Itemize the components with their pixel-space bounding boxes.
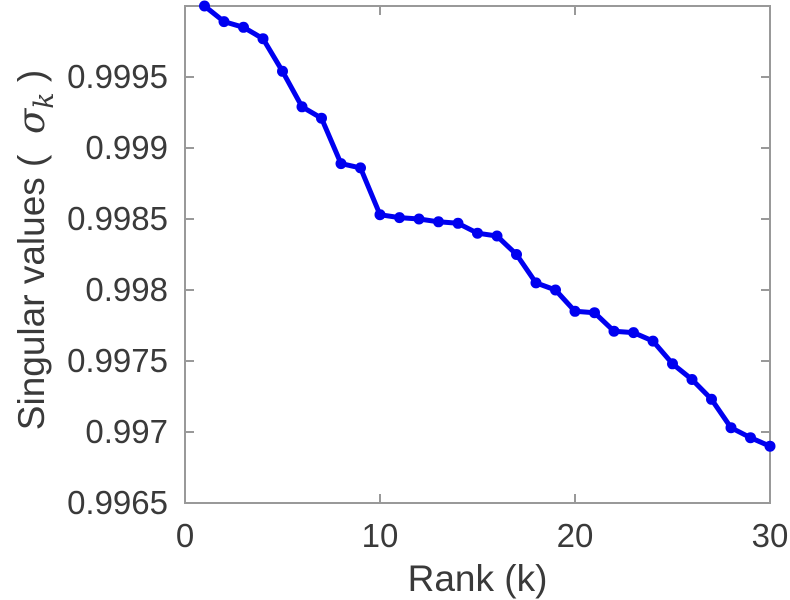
axis-box — [184, 5, 771, 504]
y-tick-label: 0.999 — [85, 129, 168, 166]
data-point-marker — [433, 216, 444, 228]
data-point-marker — [452, 217, 464, 229]
data-point-marker — [667, 358, 678, 370]
x-axis-label: Rank (k) — [408, 558, 548, 599]
y-axis-label: Singular values ( σk ) — [10, 70, 60, 430]
data-point-marker — [745, 432, 756, 444]
y-tick-label: 0.9975 — [67, 342, 168, 379]
data-point-marker — [511, 249, 522, 260]
y-tick-label: 0.9995 — [67, 58, 168, 95]
y-tick-label: 0.9985 — [67, 200, 168, 237]
data-point-marker — [277, 65, 288, 77]
data-point-marker — [394, 212, 405, 224]
y-tick-label: 0.998 — [85, 271, 168, 308]
y-tick-label: 0.997 — [85, 413, 168, 450]
data-point-marker — [706, 393, 717, 405]
plot-area — [185, 6, 770, 503]
data-point-marker — [550, 284, 561, 296]
data-point-marker — [608, 325, 620, 337]
data-point-marker — [316, 112, 327, 124]
data-point-marker — [628, 327, 639, 339]
data-point-marker — [725, 422, 737, 434]
x-tick-label: 10 — [362, 517, 399, 554]
data-point-marker — [530, 277, 542, 289]
data-point-marker — [647, 335, 659, 347]
x-tick-label: 20 — [557, 517, 594, 554]
data-point-marker — [296, 101, 308, 113]
data-point-marker — [491, 230, 503, 242]
data-point-marker — [335, 158, 347, 170]
y-tick-label: 0.9965 — [67, 484, 168, 521]
data-point-marker — [764, 440, 776, 452]
data-point-marker — [686, 374, 698, 385]
data-point-marker — [199, 0, 210, 12]
data-point-marker — [413, 213, 425, 225]
data-point-marker — [374, 209, 386, 221]
data-point-marker — [238, 21, 249, 33]
data-point-marker — [589, 307, 600, 319]
x-tick-label: 0 — [176, 517, 194, 554]
data-point-marker — [257, 33, 269, 45]
data-point-marker — [218, 16, 230, 28]
x-tick-label: 30 — [752, 517, 789, 554]
data-point-marker — [472, 227, 483, 239]
data-point-marker — [569, 305, 581, 317]
data-point-marker — [355, 162, 366, 174]
